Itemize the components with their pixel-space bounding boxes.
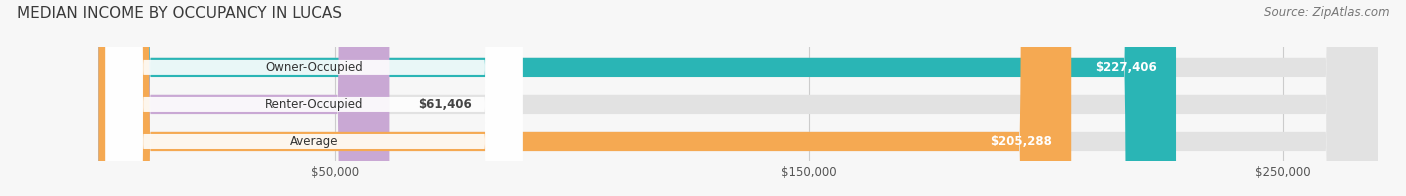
Text: Renter-Occupied: Renter-Occupied bbox=[264, 98, 363, 111]
Text: Source: ZipAtlas.com: Source: ZipAtlas.com bbox=[1264, 6, 1389, 19]
FancyBboxPatch shape bbox=[98, 0, 389, 196]
FancyBboxPatch shape bbox=[98, 0, 1378, 196]
FancyBboxPatch shape bbox=[105, 0, 523, 196]
Text: Owner-Occupied: Owner-Occupied bbox=[266, 61, 363, 74]
FancyBboxPatch shape bbox=[98, 0, 1071, 196]
Text: $205,288: $205,288 bbox=[990, 135, 1052, 148]
FancyBboxPatch shape bbox=[105, 0, 523, 196]
FancyBboxPatch shape bbox=[98, 0, 1378, 196]
FancyBboxPatch shape bbox=[98, 0, 1378, 196]
Text: $61,406: $61,406 bbox=[418, 98, 471, 111]
Text: MEDIAN INCOME BY OCCUPANCY IN LUCAS: MEDIAN INCOME BY OCCUPANCY IN LUCAS bbox=[17, 6, 342, 21]
Text: Average: Average bbox=[290, 135, 339, 148]
FancyBboxPatch shape bbox=[105, 0, 523, 196]
FancyBboxPatch shape bbox=[98, 0, 1175, 196]
Text: $227,406: $227,406 bbox=[1095, 61, 1157, 74]
